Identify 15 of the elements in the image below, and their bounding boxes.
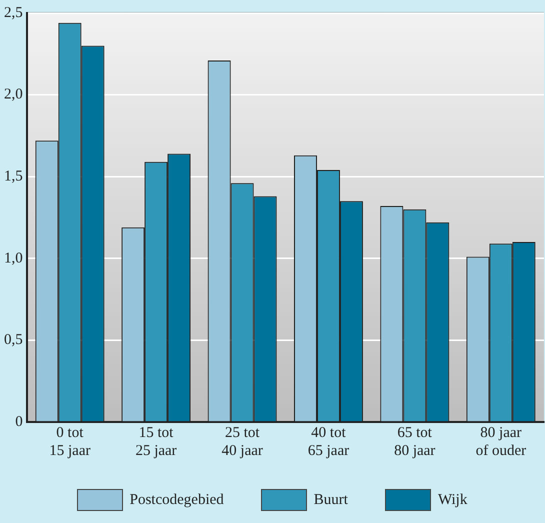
- legend-label: Wijk: [438, 492, 468, 508]
- x-tick-label: 0 tot 15 jaar: [49, 424, 90, 459]
- x-tick-label: 15 tot 25 jaar: [135, 424, 177, 459]
- y-tick-label: 1,0: [4, 250, 23, 266]
- y-tick-label: 0,5: [4, 332, 23, 348]
- y-tick-label: 2,5: [4, 4, 23, 21]
- legend-label: Postcodegebied: [130, 492, 224, 508]
- x-tick-label: 65 tot 80 jaar: [394, 424, 436, 459]
- legend-label: Buurt: [314, 492, 348, 508]
- y-tick-label: 2,0: [4, 86, 23, 103]
- x-tick-label: 40 tot 65 jaar: [308, 424, 350, 459]
- y-tick-label: 1,5: [4, 168, 23, 185]
- x-tick-label: 80 jaar of ouder: [476, 424, 526, 459]
- x-tick-label: 25 tot 40 jaar: [222, 424, 263, 459]
- y-tick-label: 0: [15, 414, 23, 430]
